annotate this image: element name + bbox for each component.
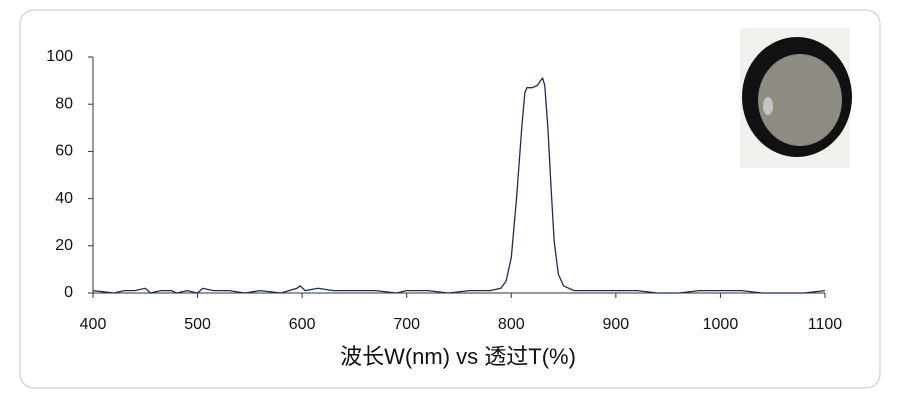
spectrum-line: [92, 76, 826, 294]
x-tick-label: 700: [393, 316, 420, 333]
lens-glass: [758, 54, 842, 146]
y-tick-label: 80: [55, 95, 73, 112]
x-tick-label: 600: [289, 316, 316, 333]
y-tick-label: 60: [55, 143, 73, 160]
y-tick-label: 100: [46, 48, 73, 65]
y-tick-label: 20: [55, 237, 73, 254]
x-tick-label: 400: [80, 316, 107, 333]
x-tick-label: 800: [498, 316, 525, 333]
filter-image: [740, 28, 852, 168]
lens-glare: [763, 97, 773, 115]
y-tick-label: 0: [64, 284, 73, 301]
x-tick-label: 500: [184, 316, 211, 333]
x-tick-label: 900: [603, 316, 630, 333]
y-tick-label: 40: [55, 190, 73, 207]
x-axis-title: 波长W(nm) vs 透过T(%): [340, 344, 576, 369]
x-tick-label: 1000: [703, 316, 739, 333]
x-tick-label: 1100: [808, 316, 843, 333]
